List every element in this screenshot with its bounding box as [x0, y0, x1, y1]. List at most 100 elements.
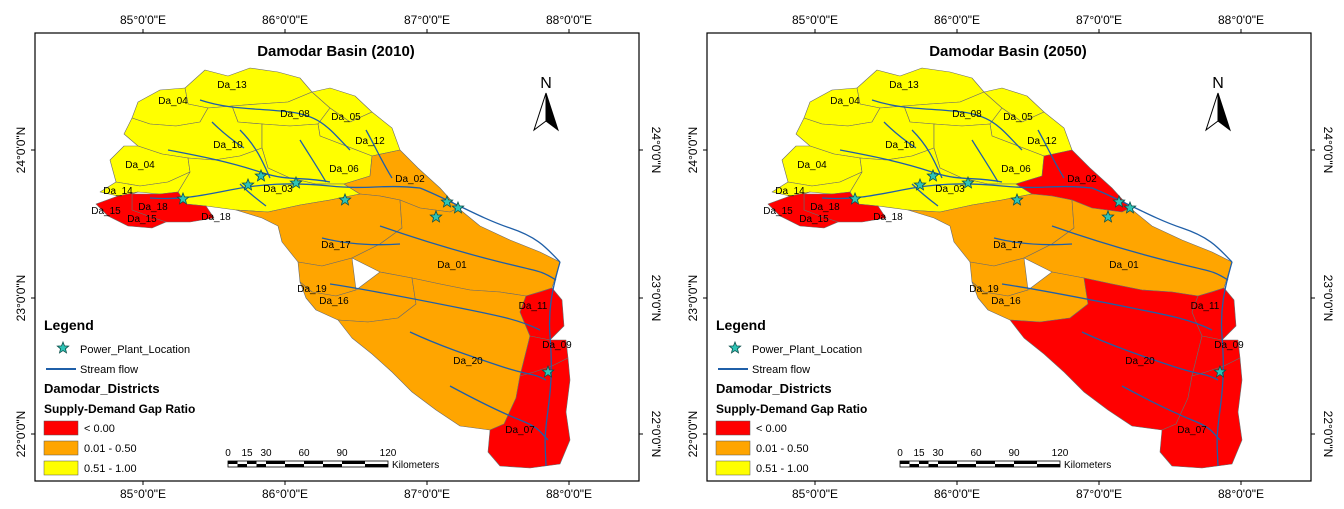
- north-arrow-icon: N: [1205, 75, 1231, 132]
- power-plant-icon: [440, 194, 454, 208]
- scale-tick-label: 30: [260, 448, 272, 459]
- scale-tick-label: 0: [897, 448, 903, 459]
- power-plant-icon: [1123, 200, 1137, 214]
- district-label: Da_12: [1027, 136, 1057, 147]
- map-svg: 85°0'0"E 86°0'0"E 87°0'0"E 88°0'0"E 85°0'0"E…: [14, 13, 663, 501]
- power-plant-icon: [254, 168, 268, 182]
- stream-line: [239, 129, 271, 179]
- north-label: N: [1212, 75, 1224, 92]
- power-plant-icon: [961, 175, 975, 189]
- district-label: Da_18: [873, 212, 903, 223]
- district-da_07: [1159, 357, 1243, 469]
- right-tick-label: 23°0'0"N: [649, 275, 663, 322]
- legend-plant-label: Power_Plant_Location: [80, 344, 190, 356]
- right-tick-label: 24°0'0"N: [1321, 127, 1335, 174]
- map-panel-2050: 85°0'0"E 86°0'0"E 87°0'0"E 88°0'0"E 85°0'0"E…: [672, 0, 1344, 504]
- legend-districts-title: Damodar_Districts: [44, 381, 160, 396]
- power-plant-icon: [289, 175, 303, 189]
- district-label: Da_14: [775, 186, 805, 197]
- stream-line: [993, 237, 1073, 246]
- district-label: Da_12: [355, 136, 385, 147]
- stream-line: [199, 99, 351, 151]
- scale-tick-label: 60: [970, 448, 982, 459]
- map-panel-2010: 85°0'0"E 86°0'0"E 87°0'0"E 88°0'0"E 85°0'0"E…: [0, 0, 672, 504]
- stream-line: [1037, 129, 1065, 179]
- district-label: Da_15: [91, 206, 121, 217]
- top-tick-label: 86°0'0"E: [262, 13, 308, 27]
- stream-line: [299, 139, 327, 183]
- stream-line: [239, 183, 267, 207]
- stream-line: [409, 331, 547, 381]
- left-tick-label: 22°0'0"N: [686, 411, 700, 458]
- scale-unit: Kilometers: [392, 460, 439, 471]
- power-plant-icon: [1101, 209, 1115, 223]
- left-tick-label: 23°0'0"N: [686, 275, 700, 322]
- district-label: Da_13: [889, 80, 919, 91]
- legend-class-swatch: [715, 420, 751, 436]
- right-tick-label: 23°0'0"N: [1321, 275, 1335, 322]
- stream-line: [321, 237, 401, 246]
- district-label: Da_19: [297, 284, 327, 295]
- scale-tick-label: 60: [298, 448, 310, 459]
- power-plant-icon: [1112, 194, 1126, 208]
- district-label: Da_15: [799, 214, 829, 225]
- bottom-tick-label: 86°0'0"E: [934, 487, 980, 501]
- district-label: Da_17: [993, 240, 1023, 251]
- district-label: Da_18: [201, 212, 231, 223]
- district-label: Da_19: [969, 284, 999, 295]
- scale-tick-label: 15: [913, 448, 925, 459]
- legend: Legend Power_Plant_Location Stream flow Dam…: [43, 317, 195, 476]
- bottom-tick-label: 87°0'0"E: [1076, 487, 1122, 501]
- legend-class-label: 0.51 - 1.00: [84, 463, 137, 475]
- legend-ratio-title: Supply-Demand Gap Ratio: [716, 402, 867, 416]
- stream-line: [211, 121, 245, 149]
- district-label: Da_10: [885, 140, 915, 151]
- scale-tick-label: 120: [380, 448, 397, 459]
- map-title: Damodar Basin (2050): [929, 43, 1087, 60]
- bottom-tick-label: 85°0'0"E: [120, 487, 166, 501]
- district-label: Da_05: [331, 112, 361, 123]
- left-tick-label: 23°0'0"N: [14, 275, 28, 322]
- power-plant-icon: [176, 191, 190, 205]
- stream-line: [1121, 385, 1221, 441]
- legend-class-label: < 0.00: [84, 423, 115, 435]
- top-tick-label: 87°0'0"E: [404, 13, 450, 27]
- legend-title: Legend: [44, 317, 94, 333]
- district-labels: Da_13 Da_04 Da_08 Da_05 Da_12 Da_10 Da_04 Da_06…: [763, 80, 1244, 436]
- power-plant-icon: [338, 192, 352, 206]
- stream-line: [1091, 187, 1233, 263]
- stream-layer: [821, 99, 1233, 467]
- district-label: Da_05: [1003, 112, 1033, 123]
- district-label: Da_10: [213, 140, 243, 151]
- north-label: N: [540, 75, 552, 92]
- district-label: Da_18: [810, 202, 840, 213]
- district-label: Da_20: [1125, 356, 1155, 367]
- legend-class-swatch: [43, 460, 79, 476]
- district-label: Da_16: [991, 296, 1021, 307]
- legend-ratio-title: Supply-Demand Gap Ratio: [44, 402, 195, 416]
- stream-line: [821, 183, 1093, 200]
- scale-tick-label: 90: [1008, 448, 1020, 459]
- power-plant-icon: [429, 209, 443, 223]
- bottom-tick-label: 88°0'0"E: [546, 487, 592, 501]
- legend-class-swatch: [715, 440, 751, 456]
- district-label: Da_03: [263, 184, 293, 195]
- stream-line: [911, 183, 939, 207]
- stream-line: [149, 183, 421, 200]
- power-plant-icon: [1213, 364, 1227, 378]
- legend-districts-title: Damodar_Districts: [716, 381, 832, 396]
- district-label: Da_17: [321, 240, 351, 251]
- top-tick-label: 87°0'0"E: [1076, 13, 1122, 27]
- district-label: Da_02: [395, 174, 425, 185]
- district-label: Da_01: [437, 260, 467, 271]
- power-plant-icon: [241, 177, 255, 191]
- district-label: Da_04: [830, 96, 860, 107]
- bottom-tick-label: 86°0'0"E: [262, 487, 308, 501]
- scale-tick-label: 120: [1052, 448, 1069, 459]
- district-label: Da_15: [127, 214, 157, 225]
- bottom-tick-label: 88°0'0"E: [1218, 487, 1264, 501]
- district-label: Da_03: [935, 184, 965, 195]
- district-layer: [95, 67, 571, 469]
- district-label: Da_09: [542, 340, 572, 351]
